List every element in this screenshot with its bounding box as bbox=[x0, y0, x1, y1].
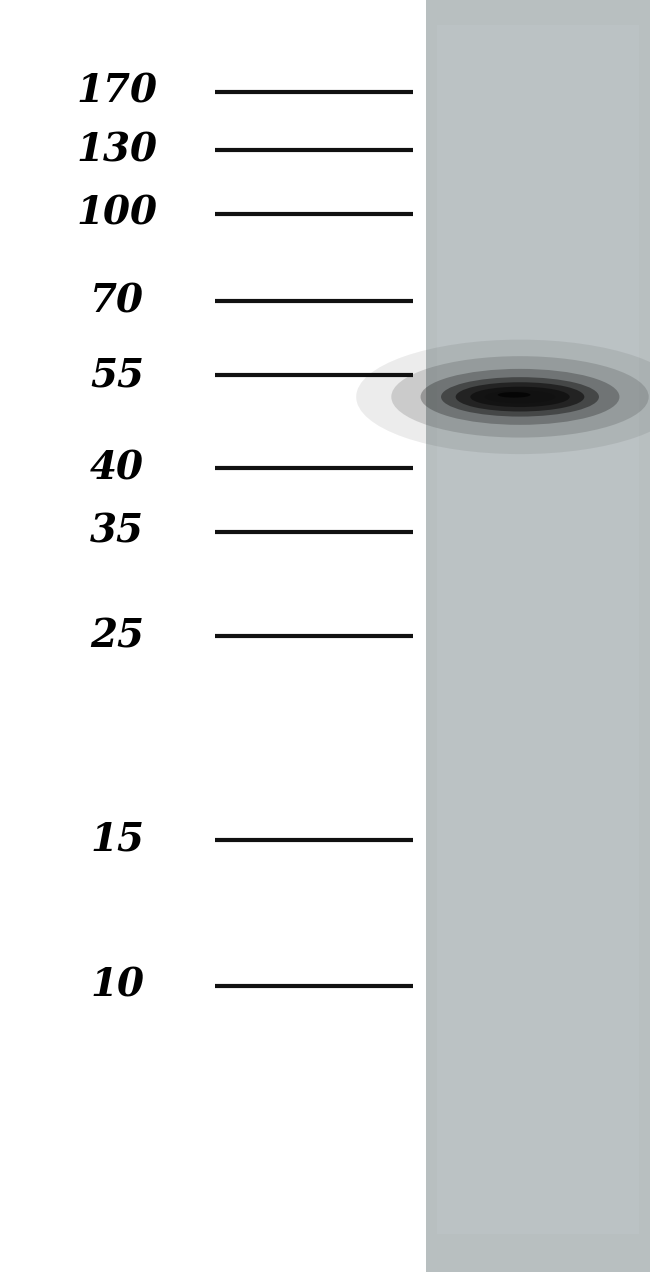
Text: 10: 10 bbox=[90, 967, 144, 1005]
Ellipse shape bbox=[470, 387, 569, 407]
Text: 55: 55 bbox=[90, 356, 144, 394]
Ellipse shape bbox=[498, 393, 542, 401]
Ellipse shape bbox=[441, 377, 599, 417]
Ellipse shape bbox=[498, 392, 530, 398]
Text: 15: 15 bbox=[90, 820, 144, 859]
Text: 35: 35 bbox=[90, 513, 144, 551]
Bar bbox=[426, 0, 650, 1272]
Bar bbox=[437, 25, 639, 1234]
Text: 130: 130 bbox=[77, 131, 157, 169]
Ellipse shape bbox=[356, 340, 650, 454]
Ellipse shape bbox=[421, 369, 619, 425]
Text: 100: 100 bbox=[77, 195, 157, 233]
Ellipse shape bbox=[456, 382, 584, 412]
Ellipse shape bbox=[485, 391, 555, 403]
Ellipse shape bbox=[391, 356, 649, 438]
Text: 40: 40 bbox=[90, 449, 144, 487]
Text: 25: 25 bbox=[90, 617, 144, 655]
Text: 170: 170 bbox=[77, 73, 157, 111]
Text: 70: 70 bbox=[90, 282, 144, 321]
